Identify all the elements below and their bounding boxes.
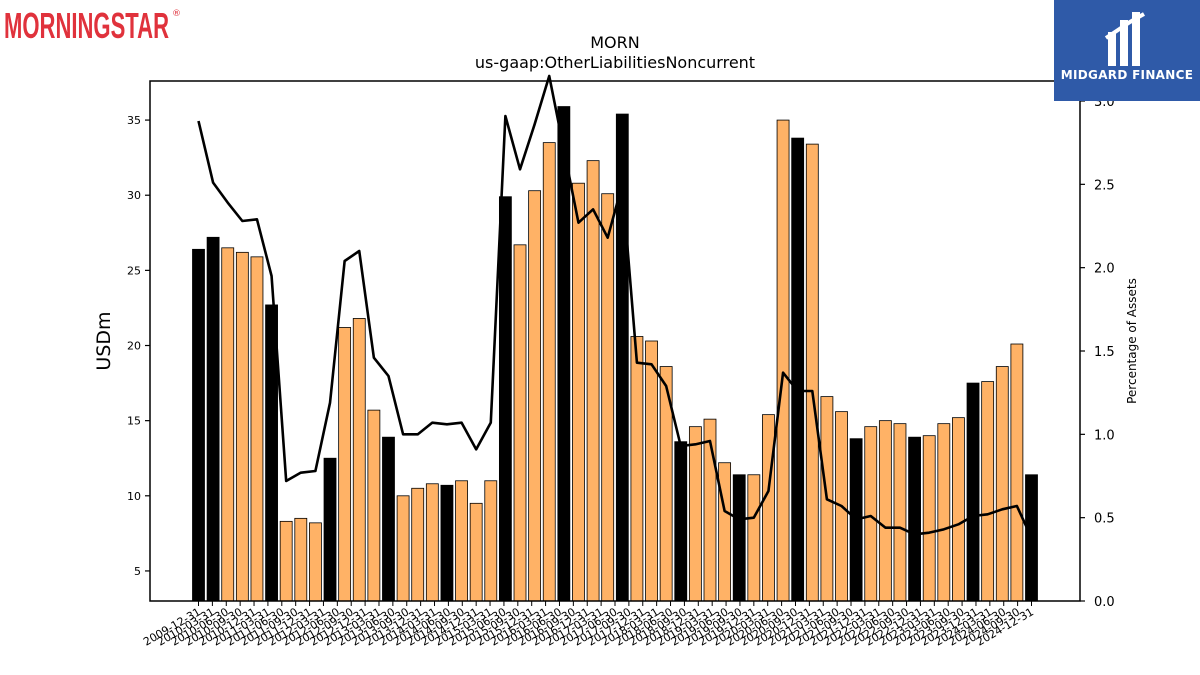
right-tick-label: 0.5 bbox=[1094, 512, 1115, 527]
right-axis: 0.00.51.01.52.02.53.0 bbox=[1080, 95, 1115, 610]
y-axis-label: USDm bbox=[93, 311, 115, 370]
bar bbox=[557, 106, 571, 602]
right-tick-label: 0.0 bbox=[1094, 595, 1115, 610]
bar bbox=[601, 193, 615, 602]
percentage-line bbox=[197, 74, 1033, 539]
bar bbox=[586, 160, 600, 602]
bar bbox=[279, 520, 293, 602]
left-axis: 5 10 15 20 25 30 35 bbox=[127, 114, 150, 578]
left-tick-label: 15 bbox=[127, 415, 141, 428]
bar bbox=[645, 340, 658, 602]
bar bbox=[294, 517, 308, 602]
bar bbox=[981, 381, 995, 602]
bar bbox=[966, 382, 980, 602]
bar bbox=[762, 414, 775, 602]
bar bbox=[498, 196, 512, 602]
bar bbox=[528, 190, 542, 602]
bar bbox=[572, 182, 585, 602]
bar bbox=[484, 480, 498, 602]
left-tick-label: 25 bbox=[127, 264, 141, 277]
bar bbox=[367, 409, 381, 602]
bar bbox=[791, 137, 805, 602]
left-tick-label: 5 bbox=[134, 565, 141, 578]
bar bbox=[235, 251, 249, 602]
bar bbox=[908, 436, 921, 602]
bar bbox=[1025, 474, 1038, 602]
y-axis-right-label: Percentage of Assets bbox=[1125, 278, 1139, 404]
bar bbox=[630, 336, 644, 602]
bar bbox=[309, 522, 322, 602]
bar bbox=[192, 248, 205, 602]
midgard-finance-logo: MIDGARD FINANCE bbox=[1054, 0, 1200, 101]
morningstar-logo-text: MORNINGSTAR bbox=[4, 5, 169, 44]
right-tick-label: 2.0 bbox=[1094, 262, 1115, 277]
bar bbox=[776, 119, 790, 602]
bar-series bbox=[192, 106, 1038, 602]
morningstar-logo: MORNINGSTAR ® bbox=[4, 5, 181, 44]
bar bbox=[221, 247, 235, 602]
bar bbox=[805, 143, 819, 602]
bar bbox=[718, 462, 732, 602]
bar bbox=[878, 420, 892, 602]
bar bbox=[674, 441, 688, 602]
right-tick-label: 2.5 bbox=[1094, 178, 1115, 193]
x-axis: 2009-12-312010-03-312010-06-302010-09-30… bbox=[141, 601, 1036, 649]
bar bbox=[469, 502, 483, 602]
midgard-emblem-icon bbox=[1104, 12, 1145, 66]
bar bbox=[747, 474, 761, 602]
bar bbox=[396, 495, 410, 602]
bar bbox=[937, 423, 951, 602]
bar bbox=[323, 457, 337, 602]
bar bbox=[952, 417, 965, 602]
left-tick-label: 10 bbox=[127, 490, 141, 503]
line-series bbox=[197, 74, 1033, 539]
bar bbox=[922, 435, 936, 602]
bar bbox=[338, 327, 352, 602]
left-tick-label: 30 bbox=[127, 189, 141, 202]
bar bbox=[382, 436, 395, 602]
bar bbox=[864, 426, 878, 602]
chart-subtitle: us-gaap:OtherLiabilitiesNoncurrent bbox=[475, 53, 755, 72]
chart-title: MORN bbox=[590, 33, 639, 52]
bar bbox=[732, 474, 746, 602]
bar bbox=[455, 480, 468, 602]
bar bbox=[425, 483, 439, 602]
bar bbox=[1010, 343, 1024, 602]
bar bbox=[206, 236, 220, 602]
left-tick-label: 20 bbox=[127, 340, 141, 353]
midgard-finance-text: MIDGARD FINANCE bbox=[1060, 68, 1194, 82]
bar bbox=[893, 423, 907, 602]
bar bbox=[411, 487, 425, 602]
bar bbox=[352, 318, 366, 602]
left-tick-label: 35 bbox=[127, 114, 141, 127]
bar bbox=[250, 256, 264, 602]
bar bbox=[995, 366, 1009, 602]
bar bbox=[542, 142, 556, 602]
right-tick-label: 1.5 bbox=[1094, 345, 1115, 360]
right-tick-label: 1.0 bbox=[1094, 428, 1115, 443]
bar bbox=[688, 426, 702, 602]
registered-mark-icon: ® bbox=[172, 9, 181, 19]
bar bbox=[513, 244, 527, 602]
bar bbox=[440, 484, 454, 602]
